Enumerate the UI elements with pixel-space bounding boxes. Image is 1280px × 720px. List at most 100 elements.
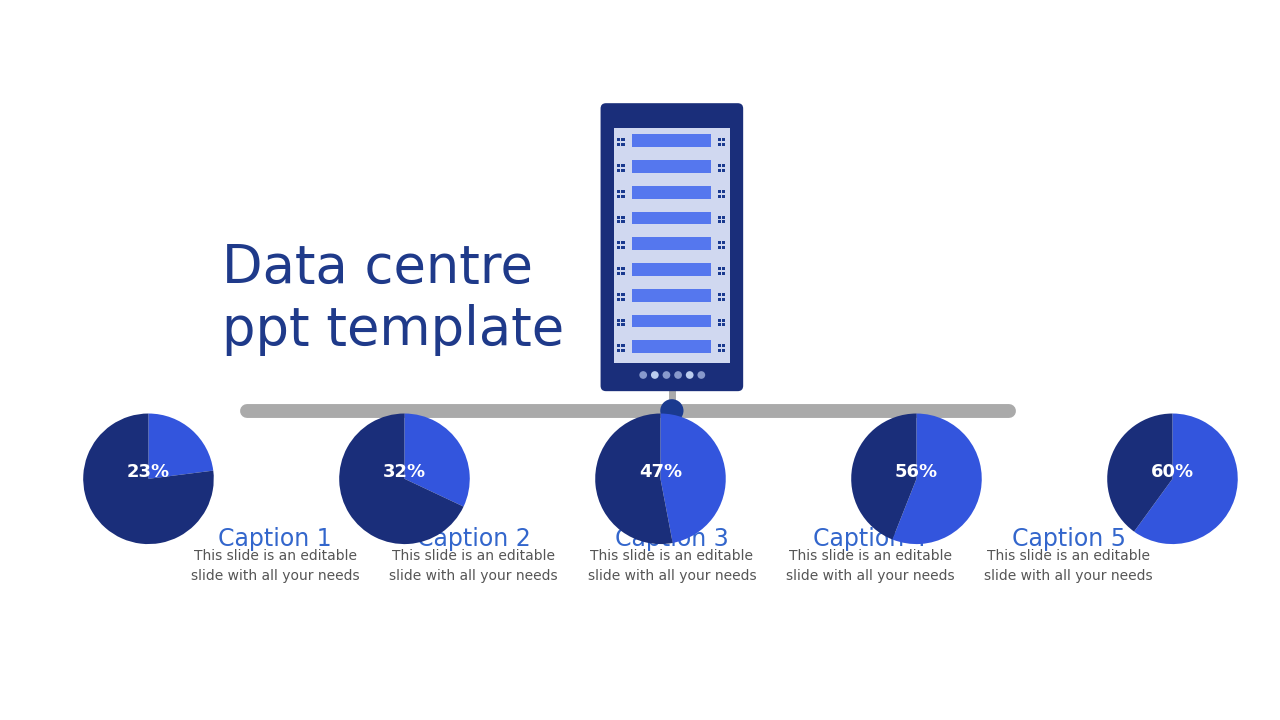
Circle shape	[663, 371, 671, 379]
Wedge shape	[339, 413, 463, 544]
Bar	[617, 267, 620, 270]
Text: 23%: 23%	[127, 463, 170, 481]
Text: Caption 4: Caption 4	[813, 527, 927, 551]
Bar	[622, 220, 625, 223]
Bar	[622, 143, 625, 146]
Text: Data centre
ppt template: Data centre ppt template	[221, 242, 564, 356]
Bar	[617, 323, 620, 326]
Bar	[632, 212, 712, 225]
FancyBboxPatch shape	[600, 103, 744, 391]
Bar	[617, 344, 620, 348]
Text: Caption 1: Caption 1	[219, 527, 332, 551]
Bar	[622, 319, 625, 322]
Bar	[632, 263, 712, 276]
Circle shape	[639, 371, 648, 379]
Circle shape	[698, 371, 705, 379]
Bar	[622, 344, 625, 348]
Bar	[718, 271, 721, 275]
Bar	[622, 349, 625, 352]
Bar	[718, 216, 721, 219]
Bar	[722, 297, 726, 301]
Bar	[617, 168, 620, 172]
Bar	[718, 344, 721, 348]
Bar	[722, 349, 726, 352]
Bar	[622, 241, 625, 245]
Bar	[722, 319, 726, 322]
Circle shape	[660, 399, 684, 422]
Bar	[622, 168, 625, 172]
Bar	[617, 349, 620, 352]
Bar	[722, 194, 726, 197]
Bar	[718, 246, 721, 249]
Bar	[622, 297, 625, 301]
Bar	[722, 168, 726, 172]
Wedge shape	[1134, 413, 1238, 544]
Bar	[622, 246, 625, 249]
Text: Caption 5: Caption 5	[1011, 527, 1125, 551]
Bar	[718, 267, 721, 270]
Bar	[622, 323, 625, 326]
Bar	[722, 216, 726, 219]
Bar	[622, 216, 625, 219]
Bar	[722, 241, 726, 245]
Bar	[718, 194, 721, 197]
Bar	[722, 267, 726, 270]
Bar	[622, 190, 625, 193]
Bar	[718, 241, 721, 245]
Text: 47%: 47%	[639, 463, 682, 481]
Bar	[617, 138, 620, 141]
Bar	[632, 341, 712, 353]
Bar	[617, 297, 620, 301]
Bar	[722, 220, 726, 223]
Text: This slide is an editable
slide with all your needs: This slide is an editable slide with all…	[191, 549, 360, 583]
Bar	[617, 220, 620, 223]
Bar	[722, 143, 726, 146]
Bar	[617, 216, 620, 219]
Bar	[632, 186, 712, 199]
Bar	[632, 289, 712, 302]
Bar	[622, 271, 625, 275]
Bar	[622, 194, 625, 197]
Bar	[632, 238, 712, 250]
Wedge shape	[851, 413, 916, 539]
Bar	[617, 319, 620, 322]
Bar	[632, 160, 712, 173]
Bar	[613, 128, 730, 363]
Bar	[718, 164, 721, 167]
Bar	[722, 293, 726, 296]
Bar	[718, 220, 721, 223]
Bar	[632, 134, 712, 147]
Wedge shape	[892, 413, 982, 544]
Bar	[722, 164, 726, 167]
Bar	[622, 293, 625, 296]
Text: 56%: 56%	[895, 463, 938, 481]
Text: This slide is an editable
slide with all your needs: This slide is an editable slide with all…	[984, 549, 1153, 583]
Circle shape	[652, 371, 659, 379]
Wedge shape	[404, 413, 470, 507]
Text: This slide is an editable
slide with all your needs: This slide is an editable slide with all…	[588, 549, 756, 583]
Text: This slide is an editable
slide with all your needs: This slide is an editable slide with all…	[786, 549, 955, 583]
Circle shape	[675, 371, 682, 379]
Bar	[622, 164, 625, 167]
Text: This slide is an editable
slide with all your needs: This slide is an editable slide with all…	[389, 549, 558, 583]
Bar	[622, 138, 625, 141]
Wedge shape	[595, 413, 673, 544]
Bar	[617, 143, 620, 146]
Text: 60%: 60%	[1151, 463, 1194, 481]
Bar	[718, 168, 721, 172]
Wedge shape	[1107, 413, 1172, 531]
Bar	[718, 143, 721, 146]
Bar	[722, 246, 726, 249]
Bar	[718, 323, 721, 326]
Bar	[718, 297, 721, 301]
Bar	[632, 315, 712, 328]
Bar	[718, 319, 721, 322]
Bar	[718, 293, 721, 296]
Bar	[617, 190, 620, 193]
Bar	[617, 246, 620, 249]
Bar	[617, 164, 620, 167]
Wedge shape	[148, 413, 214, 479]
Circle shape	[686, 371, 694, 379]
Bar	[722, 323, 726, 326]
Bar	[718, 190, 721, 193]
